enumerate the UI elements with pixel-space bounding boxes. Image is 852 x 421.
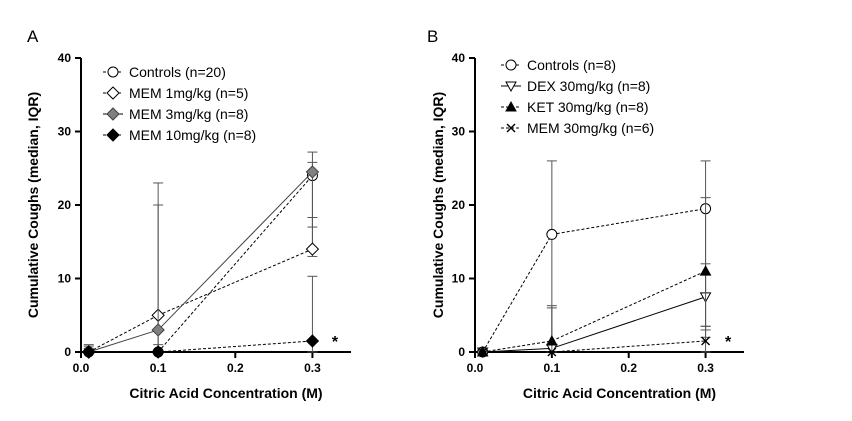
legend-marker bbox=[506, 123, 516, 133]
legend-entry: MEM 10mg/kg (n=8) bbox=[103, 127, 256, 143]
panel-a: A 0 10 20 30 40 0.0 0.1 0.2 0.3 Citric Acid Concen… bbox=[25, 27, 351, 401]
panel-letter: A bbox=[27, 27, 39, 46]
legend-label: MEM 30mg/kg (n=6) bbox=[527, 120, 654, 136]
legend-label: DEX 30mg/kg (n=8) bbox=[527, 78, 650, 94]
legend-entry: MEM 1mg/kg (n=5) bbox=[103, 85, 248, 101]
series-line-segment bbox=[158, 340, 313, 353]
legend-entry: MEM 3mg/kg (n=8) bbox=[103, 106, 248, 122]
data-point bbox=[151, 323, 165, 337]
data-point bbox=[546, 228, 558, 240]
x-tick-label: 0.3 bbox=[697, 361, 714, 375]
data-point bbox=[82, 345, 96, 359]
data-point bbox=[478, 347, 488, 357]
series-line-segment bbox=[157, 171, 313, 331]
series-1 bbox=[476, 197, 712, 359]
series-line-segment bbox=[157, 248, 313, 316]
series-1 bbox=[82, 182, 320, 359]
data-point bbox=[546, 334, 558, 346]
x-marker-stroke bbox=[478, 347, 488, 357]
panel-letter: B bbox=[427, 27, 438, 46]
series-line-segment bbox=[88, 329, 159, 353]
series-line-segment bbox=[551, 296, 706, 349]
legend-marker bbox=[106, 107, 120, 121]
x-marker-stroke bbox=[547, 347, 557, 357]
x-tick-label: 0.1 bbox=[544, 361, 561, 375]
data-point bbox=[699, 265, 712, 276]
series-3 bbox=[478, 325, 711, 357]
y-axis-title: Cumulative Coughs (median, IQR) bbox=[430, 92, 446, 318]
y-tick-label: 10 bbox=[58, 272, 72, 286]
y-tick-label: 20 bbox=[58, 198, 72, 212]
legend-marker bbox=[106, 86, 120, 100]
legend-marker bbox=[505, 100, 517, 112]
y-tick-label: 10 bbox=[452, 272, 466, 286]
series-line-segment bbox=[551, 340, 706, 353]
data-point bbox=[305, 165, 320, 179]
legend-label: Controls (n=8) bbox=[527, 57, 616, 73]
legend-marker bbox=[505, 81, 517, 93]
data-point bbox=[305, 334, 320, 348]
x-tick-label: 0.0 bbox=[73, 361, 90, 375]
legend-marker bbox=[107, 66, 119, 78]
data-point bbox=[547, 347, 557, 357]
data-point bbox=[701, 336, 711, 346]
data-point bbox=[151, 345, 165, 359]
series-2 bbox=[82, 161, 320, 359]
legend-label: MEM 10mg/kg (n=8) bbox=[129, 127, 256, 143]
series-line-segment bbox=[482, 340, 552, 353]
y-tick-label: 20 bbox=[452, 198, 466, 212]
legend-label: KET 30mg/kg (n=8) bbox=[527, 99, 649, 115]
legend-entry: Controls (n=20) bbox=[103, 64, 226, 80]
series-0 bbox=[83, 151, 318, 358]
x-tick-label: 0.0 bbox=[467, 361, 484, 375]
significance-marker: * bbox=[332, 334, 339, 351]
x-tick-label: 0.3 bbox=[304, 361, 321, 375]
x-tick-label: 0.2 bbox=[227, 361, 244, 375]
y-tick-label: 30 bbox=[58, 125, 72, 139]
series-3 bbox=[82, 275, 320, 359]
series-line-segment bbox=[157, 175, 313, 353]
legend-entry: DEX 30mg/kg (n=8) bbox=[501, 78, 650, 94]
x-marker-stroke bbox=[506, 123, 516, 133]
y-tick-label: 0 bbox=[64, 345, 71, 359]
legend-entry: Controls (n=8) bbox=[501, 57, 616, 73]
x-tick-label: 0.2 bbox=[620, 361, 637, 375]
series-0 bbox=[477, 160, 712, 358]
y-tick-label: 30 bbox=[452, 125, 466, 139]
series-line-segment bbox=[88, 314, 159, 353]
legend-label: Controls (n=20) bbox=[129, 64, 226, 80]
series-line-segment bbox=[551, 270, 706, 342]
x-axis-title: Citric Acid Concentration (M) bbox=[523, 385, 716, 401]
y-tick-label: 40 bbox=[58, 51, 72, 65]
series-line-segment bbox=[482, 234, 553, 353]
legend-entry: KET 30mg/kg (n=8) bbox=[501, 99, 649, 115]
y-tick-label: 0 bbox=[458, 345, 465, 359]
series-2 bbox=[476, 263, 712, 357]
legend-marker bbox=[505, 59, 517, 71]
x-axis-title: Citric Acid Concentration (M) bbox=[129, 385, 322, 401]
legend-label: MEM 1mg/kg (n=5) bbox=[129, 85, 248, 101]
panel-b: B 0 10 20 30 40 0.0 0.1 0.2 0.3 Citric Acid Concen… bbox=[427, 27, 744, 401]
y-axis-title: Cumulative Coughs (median, IQR) bbox=[25, 92, 41, 318]
significance-marker: * bbox=[725, 334, 732, 351]
legend-label: MEM 3mg/kg (n=8) bbox=[129, 106, 248, 122]
x-tick-label: 0.1 bbox=[150, 361, 167, 375]
x-marker-stroke bbox=[701, 336, 711, 346]
legend-marker bbox=[106, 128, 120, 142]
y-tick-label: 40 bbox=[452, 51, 466, 65]
data-point bbox=[305, 242, 320, 256]
series-line-segment bbox=[551, 208, 706, 235]
legend-entry: MEM 30mg/kg (n=6) bbox=[501, 120, 654, 136]
series-line-segment bbox=[482, 347, 552, 353]
